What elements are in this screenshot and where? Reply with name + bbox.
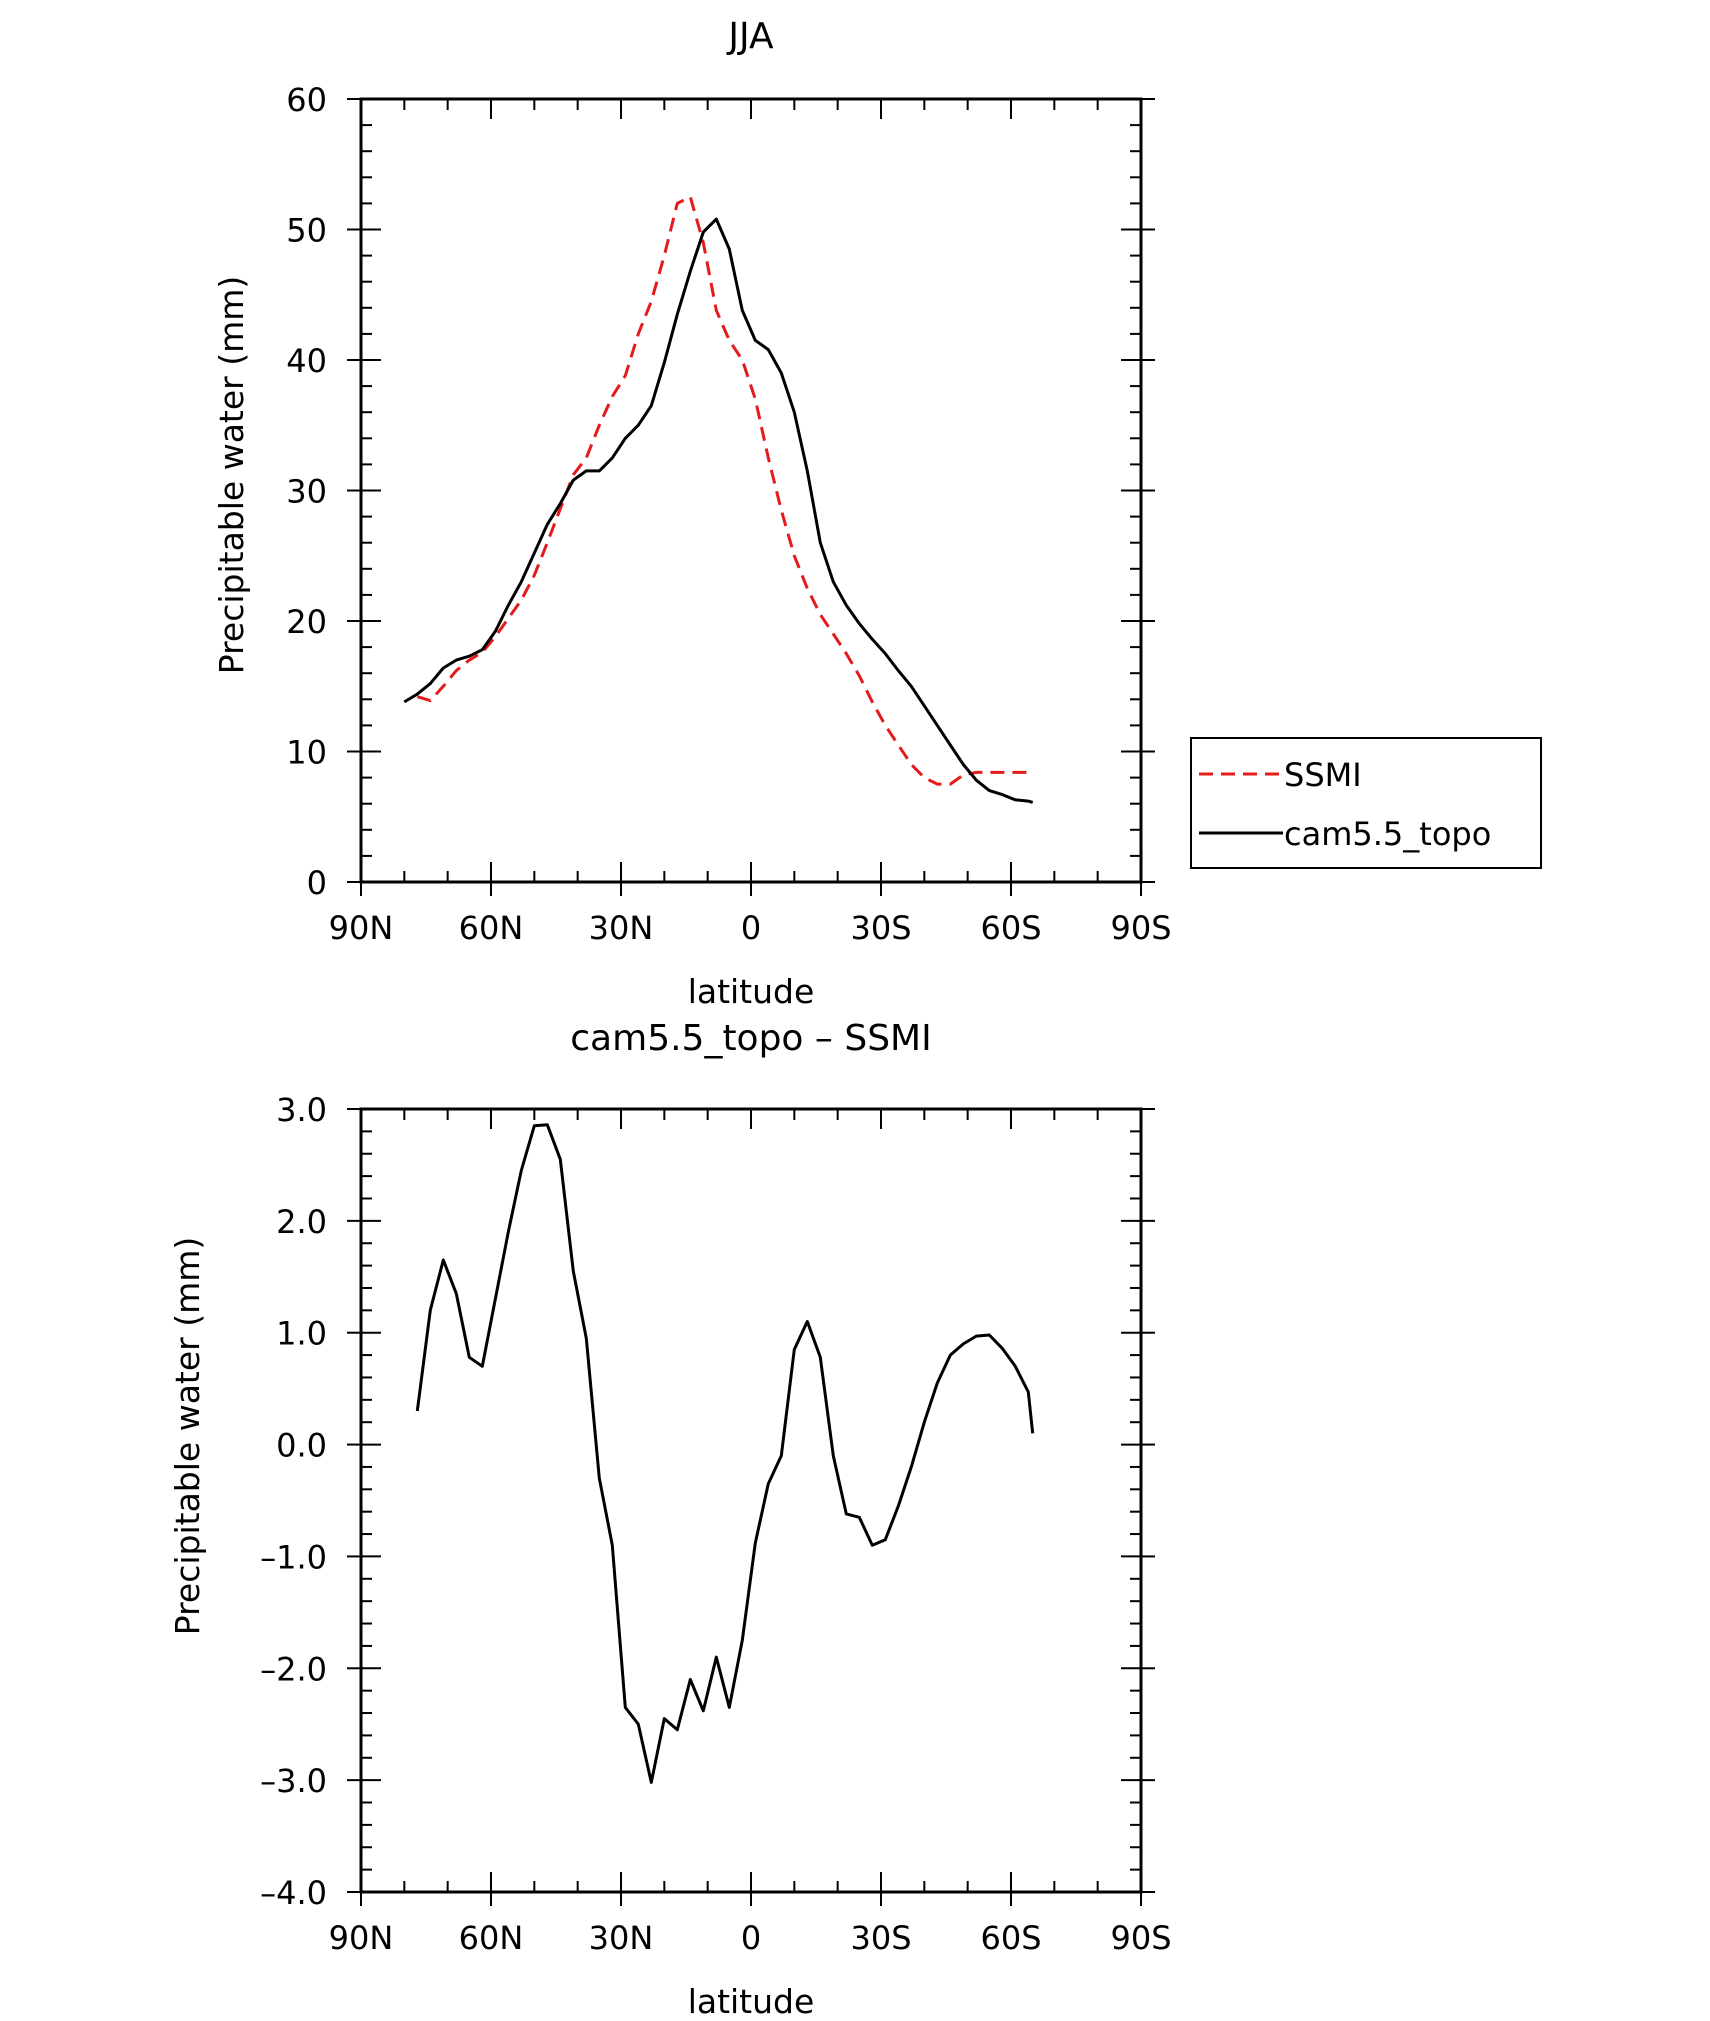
top-chart-x-tick-label: 60S xyxy=(980,909,1041,947)
top-chart-x-tick-label: 30S xyxy=(850,909,911,947)
top-chart-x-tick-labels: 90N 60N 30N 0 30S 60S 90S xyxy=(329,909,1172,947)
top-chart-y-tick-label: 10 xyxy=(286,734,327,772)
legend-box xyxy=(1190,737,1542,869)
bottom-chart-x-tick-labels: 90N 60N 30N 0 30S 60S 90S xyxy=(329,1919,1172,1957)
bottom-chart-x-tick-label: 30S xyxy=(850,1919,911,1957)
bottom-chart-x-tick-label: 90N xyxy=(329,1919,394,1957)
bottom-chart-x-tick-label: 60S xyxy=(980,1919,1041,1957)
bottom-chart-y-tick-label: 1.0 xyxy=(276,1315,327,1353)
top-chart-x-tick-label: 60N xyxy=(459,909,524,947)
top-chart-y-tick-labels: 0 10 20 30 40 50 60 xyxy=(286,81,327,902)
bottom-chart-y-axis-label: Precipitable water (mm) xyxy=(168,1237,207,1636)
bottom-chart-y-tick-label: –3.0 xyxy=(260,1762,327,1800)
top-chart-x-tick-label: 30N xyxy=(589,909,654,947)
bottom-chart-x-axis-label: latitude xyxy=(688,1982,815,2021)
top-chart: JJA 90N 60N 30N 0 30S 60S 90S 0 10 20 30 40 50 60 la… xyxy=(212,16,1542,1011)
top-chart-x-tick-label: 90N xyxy=(329,909,394,947)
legend-label-ssmi: SSMI xyxy=(1284,756,1362,794)
bottom-chart-x-tick-label: 60N xyxy=(459,1919,524,1957)
top-chart-x-tick-label: 90S xyxy=(1110,909,1171,947)
top-chart-y-tick-label: 0 xyxy=(307,864,327,902)
bottom-chart-y-tick-labels: 3.0 2.0 1.0 0.0 –1.0 –2.0 –3.0 –4.0 xyxy=(260,1091,327,1912)
bottom-chart-x-tick-label: 30N xyxy=(589,1919,654,1957)
bottom-chart-x-tick-label: 0 xyxy=(741,1919,761,1957)
top-chart-y-tick-label: 40 xyxy=(286,342,327,380)
legend: SSMI cam5.5_topo xyxy=(1190,737,1542,869)
top-chart-x-axis-label: latitude xyxy=(688,972,815,1011)
top-chart-title: JJA xyxy=(726,16,774,57)
bottom-chart-series xyxy=(415,1123,1035,1784)
top-chart-y-tick-label: 20 xyxy=(286,603,327,641)
bottom-chart-ticks xyxy=(347,1108,1155,1906)
top-chart-y-tick-label: 60 xyxy=(286,81,327,119)
top-chart-series-line-cam5.5-topo xyxy=(403,217,1034,804)
top-chart-plot-frame xyxy=(359,97,1143,884)
bottom-chart-y-tick-label: 0.0 xyxy=(276,1427,327,1465)
bottom-chart-y-tick-label: –1.0 xyxy=(260,1538,327,1576)
bottom-chart-y-tick-label: 3.0 xyxy=(276,1091,327,1129)
bottom-chart-x-tick-label: 90S xyxy=(1110,1919,1171,1957)
bottom-chart-y-tick-label: –2.0 xyxy=(260,1650,327,1688)
bottom-chart: cam5.5_topo – SSMI 90N 60N 30N 0 30S 60S 90S 3… xyxy=(168,1018,1172,2021)
top-chart-y-tick-label: 50 xyxy=(286,212,327,250)
top-chart-series xyxy=(403,195,1034,804)
bottom-chart-y-tick-label: –4.0 xyxy=(260,1874,327,1912)
top-chart-x-tick-label: 0 xyxy=(741,909,761,947)
bottom-chart-title: cam5.5_topo – SSMI xyxy=(570,1018,931,1059)
legend-label-cam5.5-topo: cam5.5_topo xyxy=(1284,815,1491,853)
top-chart-y-tick-label: 30 xyxy=(286,473,327,511)
bottom-chart-y-tick-label: 2.0 xyxy=(276,1203,327,1241)
top-chart-series-line-ssmi xyxy=(416,195,1033,786)
bottom-chart-plot-frame xyxy=(359,1107,1143,1894)
top-chart-y-axis-label: Precipitable water (mm) xyxy=(212,276,251,675)
bottom-chart-series-line-difference xyxy=(415,1123,1035,1784)
top-chart-ticks xyxy=(347,98,1155,896)
